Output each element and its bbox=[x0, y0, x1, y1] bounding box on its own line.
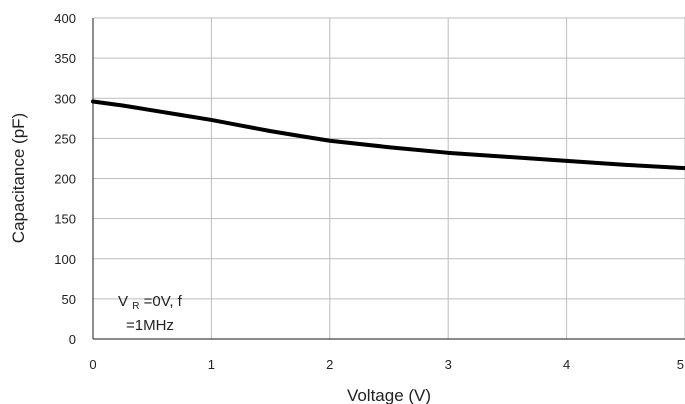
y-tick-label: 50 bbox=[62, 292, 76, 307]
annotation: V R =0V, f =1MHz bbox=[118, 293, 183, 334]
x-tick-label: 2 bbox=[326, 357, 333, 372]
y-tick-label: 200 bbox=[54, 172, 76, 187]
axis-layer bbox=[92, 18, 685, 340]
y-axis-label: Capacitance (pF) bbox=[9, 113, 28, 243]
series-layer bbox=[91, 99, 685, 171]
x-tick-label: 4 bbox=[563, 357, 570, 372]
tick-layer: 0 50 100 150 200 250 300 350 400 0 1 2 3 4 5 bbox=[54, 11, 684, 372]
y-tick-label: 400 bbox=[54, 11, 76, 26]
annotation-line-1: V R =0V, f bbox=[118, 293, 183, 313]
annotation-line-2: =1MHz bbox=[126, 317, 174, 334]
annotation-v: V bbox=[118, 293, 128, 310]
x-tick-label: 5 bbox=[677, 357, 684, 372]
y-tick-label: 300 bbox=[54, 91, 76, 106]
x-tick-label: 1 bbox=[208, 357, 215, 372]
x-tick-label: 3 bbox=[445, 357, 452, 372]
x-tick-label: 0 bbox=[89, 357, 96, 372]
annotation-subscript: R bbox=[132, 301, 139, 312]
y-tick-label: 150 bbox=[54, 212, 76, 227]
y-tick-label: 0 bbox=[69, 332, 76, 347]
annotation-line-1-rest: =0V, f bbox=[144, 293, 183, 310]
y-tick-label: 250 bbox=[54, 131, 76, 146]
y-tick-label: 350 bbox=[54, 51, 76, 66]
y-tick-label: 100 bbox=[54, 252, 76, 267]
capacitance-curve bbox=[91, 99, 685, 171]
x-axis-label: Voltage (V) bbox=[347, 386, 431, 404]
